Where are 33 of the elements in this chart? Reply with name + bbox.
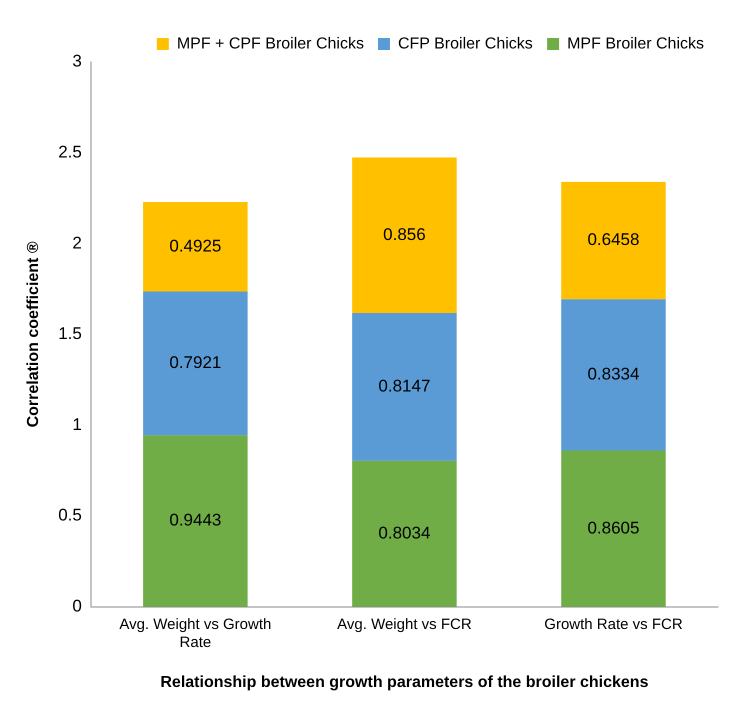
y-axis-title: Correlation coefficient ®: [25, 241, 42, 428]
bar: [143, 291, 248, 436]
bar: [352, 460, 457, 607]
data-label: 0.856: [383, 224, 426, 244]
bar: [143, 202, 248, 292]
data-label: 0.4925: [169, 236, 222, 256]
y-tick-label: 0: [72, 596, 82, 616]
x-axis-title: Relationship between growth parameters of the broiler chickens: [160, 674, 649, 691]
bar: [561, 450, 666, 607]
data-label: 0.6458: [587, 230, 640, 250]
data-label: 0.8605: [587, 518, 640, 538]
legend-label: MPF + CPF Broiler Chicks: [176, 35, 364, 52]
y-tick-label: 2: [72, 233, 82, 252]
bar: [352, 158, 457, 313]
x-tick-label: Avg. Weight vs Growth Rate: [119, 616, 272, 651]
y-tick-label: 0.5: [58, 506, 82, 525]
data-label: 0.8034: [378, 524, 430, 543]
bar: [561, 299, 666, 451]
data-label: 0.7921: [169, 353, 222, 372]
legend-label: MPF Broiler Chicks: [567, 35, 704, 52]
bar: [143, 435, 248, 607]
bar: [561, 182, 666, 300]
data-label: 0.9443: [169, 510, 222, 530]
y-tick-label: 3: [72, 52, 82, 71]
data-label: 0.8147: [378, 376, 430, 396]
legend-label: CFP Broiler Chicks: [398, 35, 533, 52]
x-tick-label: Growth Rate vs FCR: [544, 616, 683, 633]
y-tick-label: 2.5: [58, 142, 82, 162]
y-tick-label: 1: [72, 414, 82, 434]
y-tick-label: 1.5: [58, 324, 82, 344]
bar: [352, 312, 457, 461]
data-label: 0.8334: [587, 364, 640, 384]
x-tick-label: Avg. Weight vs FCR: [337, 616, 472, 633]
